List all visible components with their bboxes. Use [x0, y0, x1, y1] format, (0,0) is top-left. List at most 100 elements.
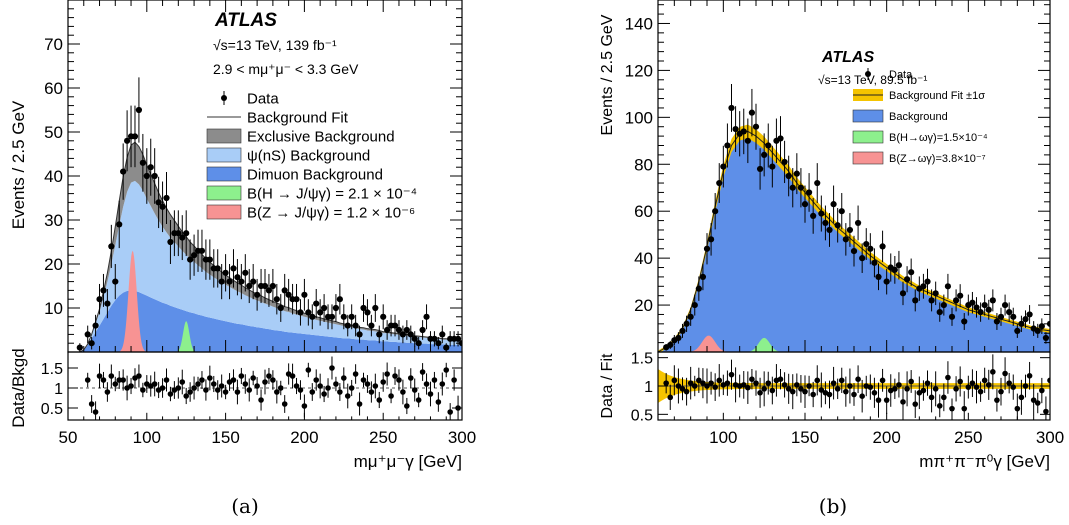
- b-data-point: [903, 276, 911, 283]
- a-data-point: [454, 335, 462, 342]
- b-data-point: [989, 297, 996, 304]
- b-data-point: [912, 297, 919, 304]
- a-ratio-point: [411, 387, 418, 393]
- panel-a-energy-lumi: √s=13 TeV, 139 fb⁻¹: [213, 37, 337, 53]
- b-data-point: [785, 172, 792, 180]
- a-ratio-point: [274, 389, 280, 395]
- a-data-point: [100, 287, 107, 294]
- panel-b-legend: Data Background Fit ±1σ Background B(H→ωγ)=…: [852, 68, 988, 165]
- a-ratio-point: [234, 389, 241, 395]
- b-signal-peak: [682, 335, 735, 352]
- a-data-point: [297, 309, 304, 316]
- b-data-point: [712, 208, 719, 215]
- a-ratio-point: [427, 391, 434, 397]
- a-data-point: [187, 256, 194, 263]
- b-data-point: [1026, 311, 1033, 318]
- b-data-point: [952, 297, 960, 304]
- a-ratio-point: [329, 365, 335, 371]
- a-ratio-point: [333, 381, 339, 387]
- a-data-point: [293, 296, 300, 303]
- a-ratio-point: [313, 377, 320, 383]
- a-data-point: [281, 287, 288, 294]
- b-ratio-point: [818, 387, 825, 393]
- b-data-point: [695, 285, 702, 292]
- a-data-point: [364, 309, 371, 316]
- b-legend-marker: [865, 71, 871, 77]
- b-data-point: [977, 309, 984, 316]
- panel-a-main-plot: [71, 77, 462, 352]
- a-ratio-point: [392, 373, 398, 379]
- a-y-tick-label: 50: [44, 123, 63, 142]
- b-data-point: [1022, 316, 1029, 323]
- a-x-tick-label: 150: [211, 428, 239, 447]
- a-legend-swatch: [206, 147, 242, 163]
- b-ratio-y-tick-label: 0.5: [631, 407, 653, 424]
- a-area--ns-background: [71, 180, 462, 352]
- a-legend-label: Dimuon Background: [247, 166, 383, 183]
- b-data-point: [908, 269, 915, 276]
- a-data-point: [131, 133, 139, 140]
- b-ratio-point: [798, 386, 804, 392]
- b-data-point: [667, 341, 674, 349]
- a-ratio-point: [360, 377, 367, 383]
- b-ratio-point: [1006, 380, 1012, 386]
- b-data-point: [883, 278, 890, 285]
- a-x-tick-label: 200: [290, 428, 318, 447]
- a-data-point: [419, 326, 426, 334]
- a-data-point: [88, 340, 95, 347]
- b-ratio-point: [1034, 400, 1041, 406]
- b-data-point: [769, 163, 776, 170]
- b-ratio-point: [749, 376, 755, 383]
- a-data-point: [143, 172, 150, 180]
- b-signal-peak: [741, 337, 788, 352]
- b-ratio-point: [990, 369, 996, 375]
- a-ratio-point: [277, 385, 284, 391]
- b-data-point: [781, 158, 788, 166]
- a-data-point: [395, 326, 403, 334]
- a-ratio-point: [309, 389, 316, 395]
- a-ratio-point: [384, 371, 390, 377]
- a-data-point: [435, 340, 442, 347]
- a-data-point: [261, 282, 269, 290]
- panel-a-x-axis-label: mμ⁺μ⁻γ [GeV]: [354, 452, 462, 471]
- a-ratio-point: [341, 375, 347, 381]
- b-y-tick-label: 80: [634, 155, 653, 174]
- a-ratio-point: [352, 371, 359, 377]
- a-data-point: [175, 230, 182, 237]
- a-legend-swatch: [206, 185, 242, 201]
- b-y-tick-label: 60: [634, 202, 653, 221]
- a-data-point: [344, 322, 351, 329]
- b-ratio-point: [851, 391, 857, 398]
- a-legend-label: ψ(nS) Background: [247, 147, 370, 164]
- b-ratio-point: [855, 376, 861, 383]
- b-ratio-point: [777, 376, 784, 383]
- b-ratio-point: [724, 380, 731, 386]
- b-data-point: [895, 262, 903, 269]
- b-data-point: [748, 109, 756, 116]
- a-data-point: [403, 326, 410, 334]
- a-data-point: [352, 322, 359, 329]
- a-ratio-point: [242, 381, 249, 387]
- b-ratio-point: [994, 397, 1000, 403]
- a-legend-marker: [221, 95, 227, 101]
- a-ratio-point: [136, 373, 142, 379]
- b-data-point: [961, 318, 968, 325]
- b-ratio-point: [712, 384, 718, 390]
- b-ratio-point: [843, 388, 849, 395]
- panel-a-ratio-plot: [68, 356, 462, 420]
- panel-a-legend: Data Background Fit Exclusive Background ψ(…: [206, 90, 417, 221]
- a-ratio-y-tick-label: 1: [54, 381, 63, 398]
- b-ratio-point: [667, 394, 674, 401]
- a-y-tick-label: 40: [44, 167, 63, 186]
- b-data-point: [761, 151, 768, 158]
- panel-b-y-axis-label: Events / 2.5 GeV: [599, 14, 616, 135]
- a-ratio-point: [167, 391, 174, 397]
- b-ratio-point: [936, 403, 943, 409]
- a-ratio-point: [183, 393, 189, 399]
- a-ratio-point: [262, 379, 268, 385]
- b-data-point: [981, 301, 988, 309]
- a-ratio-point: [195, 381, 201, 387]
- a-data-point: [250, 278, 257, 285]
- b-data-point: [997, 313, 1005, 320]
- a-ratio-point: [250, 375, 256, 381]
